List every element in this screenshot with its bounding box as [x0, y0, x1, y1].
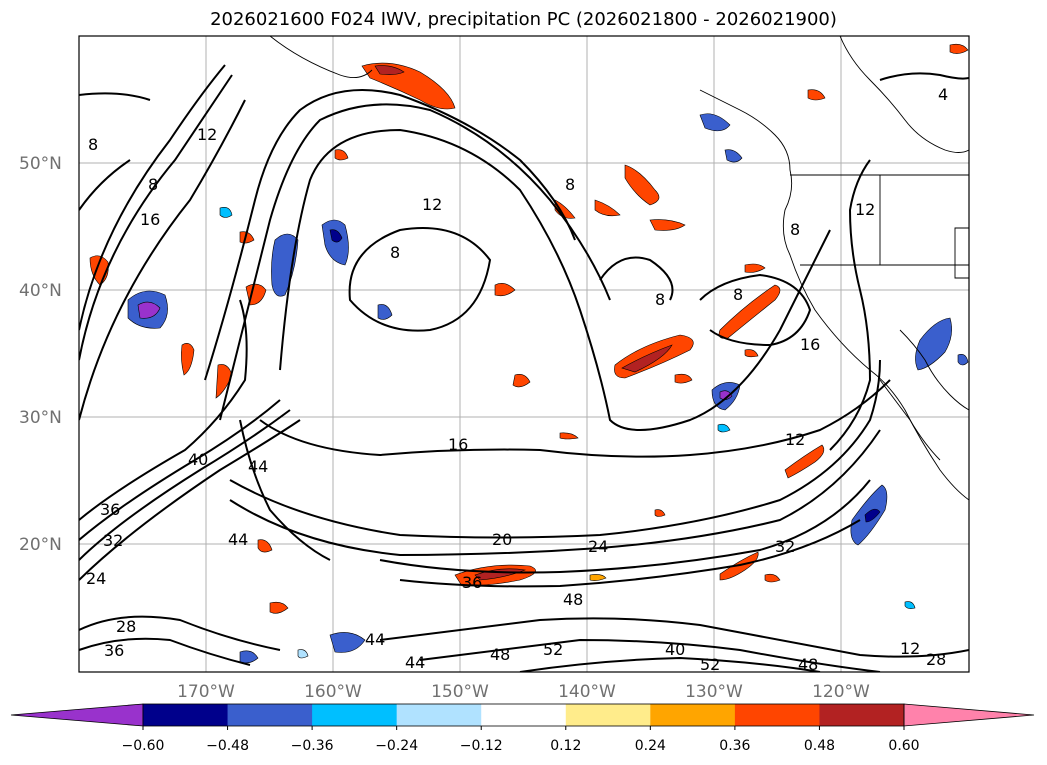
lon-label: 120°W	[812, 682, 870, 702]
contour-label: 44	[365, 630, 385, 649]
contour-label: 24	[86, 569, 106, 588]
contour-label: 12	[197, 125, 217, 144]
colorbar-segment	[650, 704, 736, 726]
contour-labels: 8 12 16 8 12 8 8 8 16 12 16 4 12 8 8 20 …	[86, 85, 948, 674]
lon-label: 170°W	[177, 682, 235, 702]
precip-positive-patches	[89, 43, 969, 614]
contour-label: 24	[588, 537, 608, 556]
colorbar-tick-label: −0.60	[122, 738, 165, 754]
contour-label: 8	[148, 175, 158, 194]
colorbar-tick-label: 0.48	[804, 738, 835, 754]
colorbar-tick-label: −0.12	[460, 738, 503, 754]
contour-label: 52	[700, 655, 720, 674]
colorbar-segment	[143, 704, 229, 726]
contour-label: 28	[926, 650, 946, 669]
contour-label: 40	[188, 450, 208, 469]
lon-label: 160°W	[304, 682, 362, 702]
contour-label: 48	[490, 645, 510, 664]
contour-label: 12	[855, 200, 875, 219]
iwv-contours	[79, 64, 969, 672]
contour-label: 12	[422, 195, 442, 214]
colorbar-segment	[396, 704, 482, 726]
colorbar-extend-min	[10, 703, 144, 727]
colorbar-frame	[142, 703, 905, 727]
colorbar-extend-max	[903, 703, 1035, 727]
contour-label: 32	[103, 531, 123, 550]
contour-label: 8	[790, 220, 800, 239]
contour-label: 36	[100, 500, 120, 519]
colorbar-ticks: −0.60 −0.48 −0.36 −0.24 −0.12 0.12 0.24 0.36 0.4…	[122, 726, 920, 754]
contour-label: 4	[938, 85, 948, 104]
contour-label: 40	[665, 640, 685, 659]
colorbar-tick-label: −0.36	[291, 738, 334, 754]
contour-label: 8	[565, 175, 575, 194]
contour-label: 36	[104, 641, 124, 660]
colorbar-segment	[312, 704, 398, 726]
latitude-labels: 50°N 40°N 30°N 20°N	[19, 154, 62, 555]
contour-label: 28	[116, 617, 136, 636]
contour-label: 48	[563, 590, 583, 609]
contour-label: 36	[462, 573, 482, 592]
colorbar	[10, 703, 1035, 727]
colorbar-segment	[481, 704, 567, 726]
colorbar-tick-label: 0.12	[550, 738, 581, 754]
contour-label: 12	[900, 639, 920, 658]
contour-label: 16	[800, 335, 820, 354]
precip-negative-patches	[127, 113, 969, 664]
contour-label: 52	[543, 640, 563, 659]
contour-label: 44	[405, 653, 425, 672]
colorbar-segment	[227, 704, 313, 726]
contour-label: 16	[140, 210, 160, 229]
lat-label: 20°N	[19, 535, 62, 555]
colorbar-segment	[734, 704, 820, 726]
coastline	[269, 36, 969, 501]
contour-label: 8	[88, 135, 98, 154]
lat-label: 40°N	[19, 281, 62, 301]
colorbar-tick-label: 0.36	[719, 738, 750, 754]
contour-label: 48	[798, 655, 818, 674]
map-title: 2026021600 F024 IWV, precipitation PC (2…	[210, 9, 837, 30]
colorbar-tick-label: −0.24	[375, 738, 418, 754]
colorbar-tick-label: 0.60	[888, 738, 919, 754]
lat-label: 50°N	[19, 154, 62, 174]
colorbar-tick-label: −0.48	[206, 738, 249, 754]
contour-label: 8	[390, 243, 400, 262]
lon-label: 150°W	[431, 682, 489, 702]
contour-label: 16	[448, 435, 468, 454]
contour-label: 8	[655, 290, 665, 309]
longitude-labels: 170°W 160°W 150°W 140°W 130°W 120°W	[177, 682, 870, 702]
contour-label: 44	[248, 457, 268, 476]
lon-label: 140°W	[558, 682, 616, 702]
contour-label: 44	[228, 530, 248, 549]
lat-label: 30°N	[19, 408, 62, 428]
contour-label: 8	[733, 285, 743, 304]
colorbar-segment	[565, 704, 651, 726]
contour-label: 12	[785, 430, 805, 449]
lon-label: 130°W	[685, 682, 743, 702]
contour-label: 20	[492, 530, 512, 549]
colorbar-tick-label: 0.24	[635, 738, 666, 754]
contour-label: 32	[775, 537, 795, 556]
colorbar-segment	[819, 704, 905, 726]
map-frame	[78, 35, 970, 673]
